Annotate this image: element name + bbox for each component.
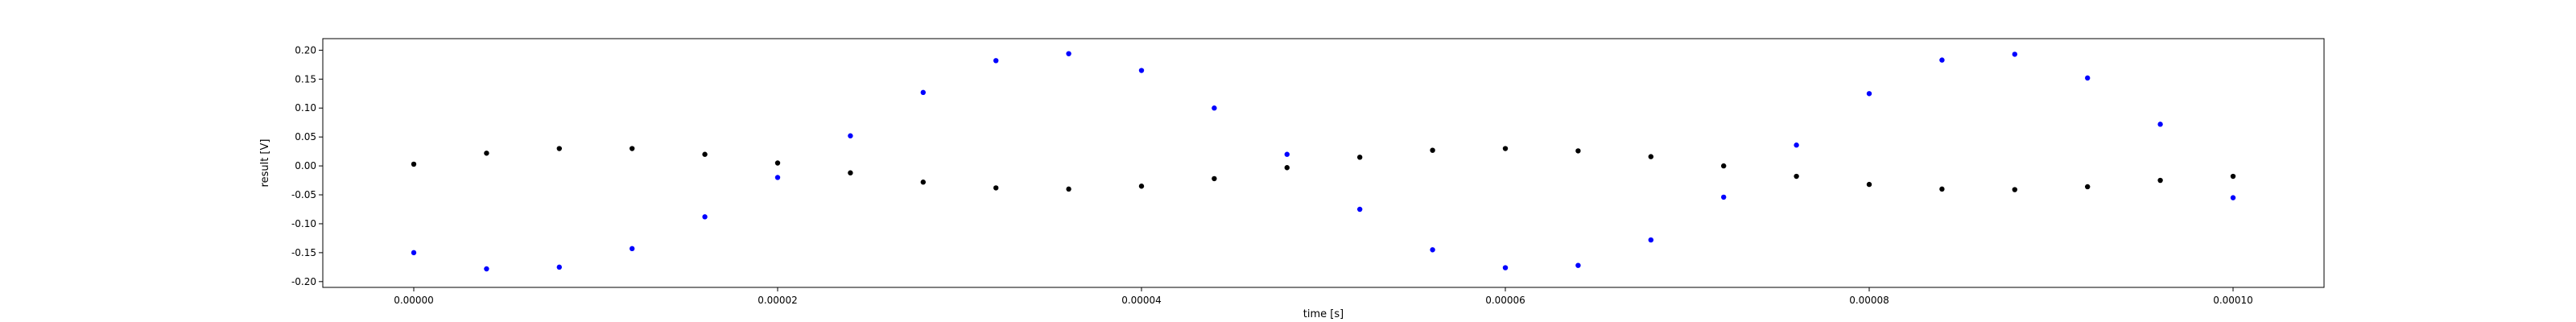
data-point: [1575, 262, 1581, 268]
data-point: [2157, 177, 2163, 184]
data-point: [920, 180, 927, 185]
y-tick-label: 0.15: [295, 73, 316, 85]
data-point: [702, 214, 708, 220]
y-tick-label: 0.20: [295, 44, 316, 56]
data-point: [1212, 105, 1217, 111]
y-tick-label: -0.10: [291, 218, 316, 229]
data-point: [1794, 173, 1799, 180]
x-tick-label: 0.00010: [2213, 295, 2253, 306]
data-point: [630, 146, 635, 151]
data-point: [1502, 146, 1509, 151]
x-tick-label: 0.00004: [1121, 295, 1162, 306]
data-point: [411, 161, 417, 167]
x-axis: 0.00000 0.00002 0.00004 0.00006 0.00008 0.000…: [394, 287, 2253, 306]
y-tick-label: 0.10: [295, 102, 316, 114]
data-point: [1284, 165, 1290, 171]
data-point: [1866, 91, 1872, 97]
data-point: [1502, 265, 1509, 270]
data-point: [848, 133, 853, 138]
data-point: [2230, 173, 2236, 180]
y-tick-label: 0.00: [295, 160, 316, 171]
data-point: [630, 246, 635, 252]
data-point: [1430, 247, 1435, 253]
x-tick-label: 0.00008: [1849, 295, 1889, 306]
data-point: [2012, 52, 2017, 57]
x-tick-label: 0.00000: [394, 295, 434, 306]
data-point: [2085, 184, 2091, 190]
data-point: [1066, 186, 1071, 192]
series-2: [411, 146, 2236, 192]
data-point: [1866, 181, 1872, 188]
data-point: [484, 266, 489, 272]
data-point: [1066, 51, 1071, 56]
series-1: [411, 51, 2236, 272]
data-point: [1284, 151, 1290, 157]
data-point: [993, 58, 999, 64]
data-point: [1794, 142, 1799, 148]
y-axis-label: result [V]: [259, 139, 271, 188]
data-point: [1939, 186, 1945, 192]
y-tick-label: -0.20: [291, 276, 316, 287]
data-point: [1721, 163, 1727, 169]
data-point: [2085, 75, 2091, 81]
data-point: [484, 151, 489, 156]
data-point: [2230, 195, 2236, 200]
data-point: [1648, 237, 1653, 243]
y-axis: 0.20 0.15 0.10 0.05 0.00 -0.05 -0.10 -0.15 -0.20: [291, 44, 323, 287]
data-point: [1430, 147, 1435, 153]
data-point: [1357, 206, 1363, 213]
data-point: [920, 89, 927, 96]
data-point: [774, 175, 781, 180]
data-point: [2012, 187, 2017, 192]
data-point: [1575, 148, 1581, 154]
data-point: [1138, 68, 1145, 73]
data-point: [1721, 194, 1727, 200]
data-point: [702, 151, 708, 157]
data-point: [1138, 184, 1145, 189]
y-tick-label: -0.05: [291, 189, 316, 200]
x-axis-label: time [s]: [1303, 308, 1344, 320]
data-point: [411, 250, 417, 256]
data-point: [774, 160, 781, 166]
y-tick-label: 0.05: [295, 131, 316, 142]
data-point: [2157, 122, 2163, 127]
data-point: [1357, 155, 1363, 160]
x-tick-label: 0.00006: [1485, 295, 1525, 306]
data-point: [1212, 175, 1217, 182]
data-point: [556, 146, 562, 151]
data-point: [1939, 57, 1945, 63]
plot-area-frame: [322, 38, 2325, 288]
series-layer: [411, 51, 2236, 272]
x-tick-label: 0.00002: [758, 295, 798, 306]
y-tick-label: -0.15: [291, 247, 316, 258]
data-point: [993, 185, 999, 191]
data-point: [556, 264, 562, 270]
data-point: [848, 170, 853, 175]
data-point: [1648, 154, 1653, 159]
